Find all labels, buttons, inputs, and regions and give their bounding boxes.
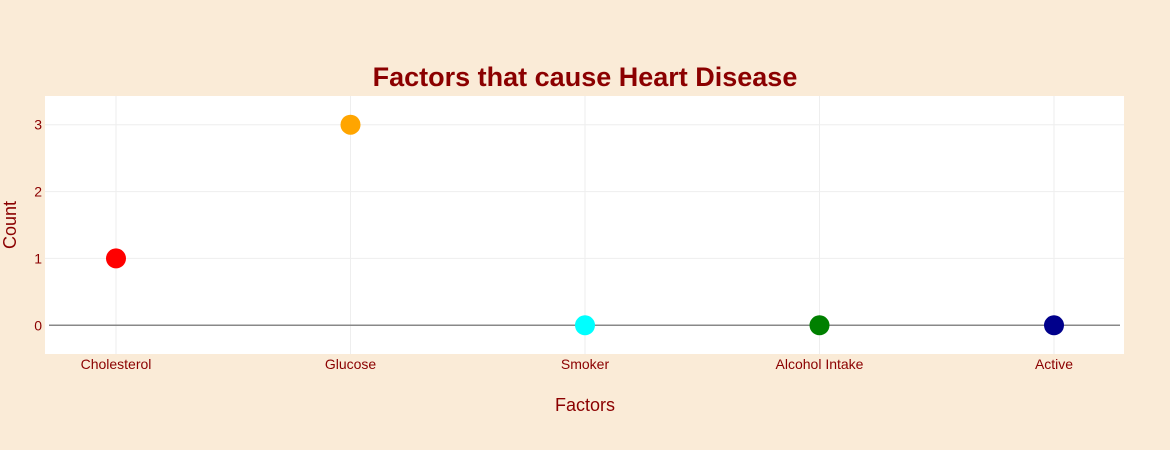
data-point-active[interactable] [1044,315,1064,336]
data-point-glucose[interactable] [340,114,361,135]
x-tick-label: Glucose [325,356,377,372]
y-axis-title: Count [0,201,20,249]
data-point-alcohol-intake[interactable] [809,315,830,336]
data-point-cholesterol[interactable] [106,248,126,269]
data-point-smoker[interactable] [575,315,595,336]
y-tick-labels: 0 1 2 3 [34,117,42,334]
x-axis-title: Factors [555,395,615,415]
x-tick-label: Smoker [561,356,610,372]
x-tick-label: Alcohol Intake [776,356,864,372]
chart-title: Factors that cause Heart Disease [373,62,798,92]
y-tick-label: 1 [34,250,42,266]
y-tick-label: 2 [34,184,42,200]
x-tick-label: Active [1035,356,1073,372]
y-tick-label: 3 [34,117,42,133]
x-tick-label: Cholesterol [81,356,152,372]
y-tick-label: 0 [34,317,42,333]
grid-lines [45,96,1124,354]
x-tick-labels: Cholesterol Glucose Smoker Alcohol Intake Ac… [81,356,1074,372]
data-points [106,114,1064,336]
